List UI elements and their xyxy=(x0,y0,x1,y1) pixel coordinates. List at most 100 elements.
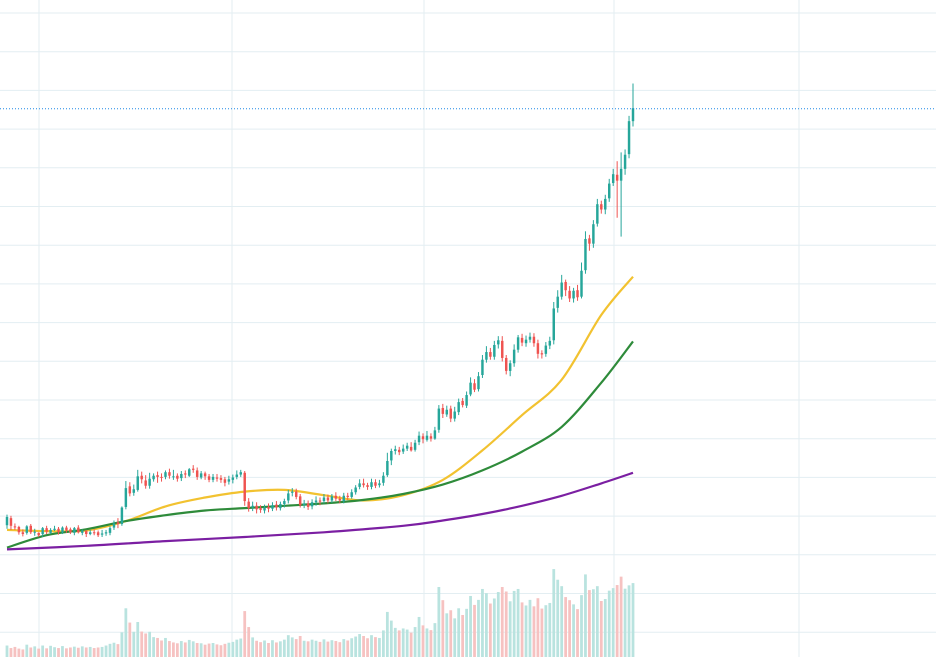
candle-body xyxy=(386,461,389,476)
candle-body xyxy=(398,449,401,453)
volume-bar xyxy=(314,640,318,657)
candle-up xyxy=(524,335,528,347)
volume-bar xyxy=(29,647,33,657)
volume-bar xyxy=(425,628,429,657)
volume-bar xyxy=(104,645,108,657)
candle-down xyxy=(473,379,476,393)
candle-up xyxy=(556,290,559,313)
candle-up xyxy=(627,115,631,159)
candle-body xyxy=(275,504,278,508)
candle-up xyxy=(493,340,496,360)
volume-bar xyxy=(631,583,635,657)
candle-body xyxy=(255,505,258,510)
volume-bar xyxy=(235,639,239,657)
candle-up xyxy=(251,501,254,512)
candle-up xyxy=(302,499,306,509)
candle-body xyxy=(120,507,124,525)
candle-up xyxy=(342,492,345,504)
volume-bar xyxy=(88,646,92,657)
candle-up xyxy=(211,473,215,483)
candle-body xyxy=(295,491,298,497)
volume-bar xyxy=(580,595,583,657)
candle-down xyxy=(429,433,433,442)
volume-bar xyxy=(278,641,282,657)
candle-body xyxy=(473,383,476,390)
candle-body xyxy=(73,528,76,533)
volume-bar xyxy=(378,637,381,657)
candle-body xyxy=(219,478,223,480)
volume-bar xyxy=(457,608,461,657)
candle-body xyxy=(57,528,60,533)
candle-body xyxy=(453,411,456,419)
candle-body xyxy=(374,482,377,486)
candle-up xyxy=(469,377,472,397)
candle-body xyxy=(501,340,504,358)
candle-body xyxy=(203,473,207,477)
volume-bar xyxy=(255,640,258,657)
volume-bar xyxy=(92,648,96,657)
volume-bar xyxy=(243,611,247,657)
candle-body xyxy=(215,477,219,479)
candle-down xyxy=(77,525,80,534)
volume-bar xyxy=(401,628,405,657)
candle-up xyxy=(552,301,555,345)
candle-body xyxy=(140,475,143,480)
candle-up xyxy=(481,354,484,378)
candle-body xyxy=(544,345,548,354)
candle-down xyxy=(203,471,207,480)
volume-bar xyxy=(524,605,528,657)
volume-bar xyxy=(615,585,619,657)
candle-down xyxy=(588,234,591,251)
candle-body xyxy=(441,408,445,414)
candle-down xyxy=(116,518,120,529)
volume-bar xyxy=(421,625,425,657)
candle-down xyxy=(191,465,195,473)
candle-body xyxy=(267,506,270,509)
volume-bar xyxy=(584,574,587,657)
candle-up xyxy=(148,472,151,489)
candle-up xyxy=(53,525,56,532)
volume-bar xyxy=(120,632,124,657)
candle-up xyxy=(41,526,44,537)
candle-up xyxy=(508,360,512,377)
candle-down xyxy=(259,505,262,513)
volume-bar xyxy=(286,635,290,657)
candle-body xyxy=(532,336,536,344)
candle-body xyxy=(69,529,72,533)
candle-down xyxy=(176,473,179,482)
candle-body xyxy=(401,448,405,452)
candle-down xyxy=(96,530,100,537)
candle-up xyxy=(279,501,282,511)
candle-body xyxy=(25,526,29,533)
candle-body xyxy=(580,270,583,297)
volume-bar xyxy=(512,590,516,657)
volume-bar xyxy=(382,630,385,657)
volume-bar xyxy=(465,608,468,657)
candle-body xyxy=(489,352,492,357)
volume-bar xyxy=(433,623,437,657)
candle-body xyxy=(291,491,294,493)
candle-layer xyxy=(5,83,635,537)
candle-body xyxy=(5,516,9,526)
volume-bar xyxy=(116,644,120,657)
volume-bar xyxy=(290,637,294,657)
volume-bar xyxy=(334,641,338,657)
candle-down xyxy=(346,492,349,500)
candle-body xyxy=(457,402,460,413)
candle-up xyxy=(239,469,242,477)
volume-bar xyxy=(548,602,552,657)
candle-body xyxy=(263,507,266,511)
candle-body xyxy=(540,353,544,355)
candle-body xyxy=(382,475,385,483)
candle-body xyxy=(366,485,369,487)
volume-bar xyxy=(500,587,504,657)
volume-bar xyxy=(17,648,21,657)
candle-up xyxy=(394,445,397,455)
candle-up xyxy=(528,332,532,343)
candle-down xyxy=(128,482,132,497)
volume-bar xyxy=(437,587,441,657)
candle-body xyxy=(92,532,96,534)
candle-body xyxy=(536,343,540,354)
